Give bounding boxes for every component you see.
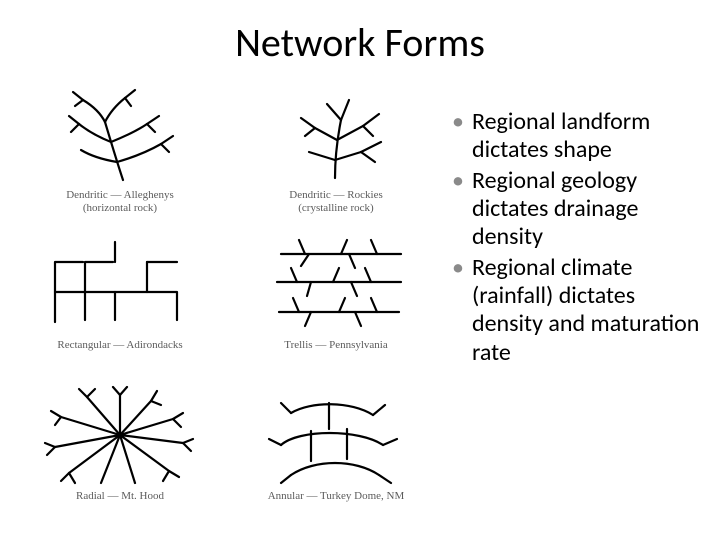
- page-title: Network Forms: [0, 18, 720, 67]
- bullet-item: Regional geology dictates drainage densi…: [452, 167, 700, 252]
- bullet-item: Regional landform dictates shape: [452, 108, 700, 165]
- trellis-svg: [251, 232, 421, 337]
- dendritic-alleghenys-svg: [35, 82, 205, 187]
- caption-line: Radial — Mt. Hood: [76, 490, 164, 502]
- diagram-trellis: Trellis — Pennsylvania: [244, 232, 428, 376]
- bullet-list: Regional landform dictates shape Regiona…: [452, 108, 700, 369]
- caption-annular: Annular — Turkey Dome, NM: [268, 490, 405, 503]
- caption-line: Annular — Turkey Dome, NM: [268, 490, 405, 502]
- rectangular-svg: [35, 232, 205, 337]
- annular-svg: [251, 383, 421, 488]
- diagram-grid: Dendritic — Alleghenys (horizontal rock)…: [28, 82, 428, 527]
- caption-dendritic-rockies: Dendritic — Rockies (crystalline rock): [289, 189, 382, 214]
- diagram-annular: Annular — Turkey Dome, NM: [244, 383, 428, 527]
- caption-line: Dendritic — Rockies: [289, 189, 382, 201]
- caption-line: (horizontal rock): [83, 202, 157, 214]
- diagram-radial: Radial — Mt. Hood: [28, 383, 212, 527]
- caption-line: Rectangular — Adirondacks: [57, 339, 182, 351]
- caption-line: Trellis — Pennsylvania: [284, 339, 388, 351]
- caption-radial: Radial — Mt. Hood: [76, 490, 164, 503]
- radial-svg: [35, 383, 205, 488]
- caption-rectangular: Rectangular — Adirondacks: [57, 339, 182, 352]
- bullet-item: Regional climate (rainfall) dictates den…: [452, 254, 700, 367]
- caption-trellis: Trellis — Pennsylvania: [284, 339, 388, 352]
- caption-line: Dendritic — Alleghenys: [66, 189, 174, 201]
- caption-dendritic-alleghenys: Dendritic — Alleghenys (horizontal rock): [66, 189, 174, 214]
- diagram-dendritic-rockies: Dendritic — Rockies (crystalline rock): [244, 82, 428, 226]
- dendritic-rockies-svg: [251, 82, 421, 187]
- diagram-dendritic-alleghenys: Dendritic — Alleghenys (horizontal rock): [28, 82, 212, 226]
- diagram-rectangular: Rectangular — Adirondacks: [28, 232, 212, 376]
- caption-line: (crystalline rock): [298, 202, 373, 214]
